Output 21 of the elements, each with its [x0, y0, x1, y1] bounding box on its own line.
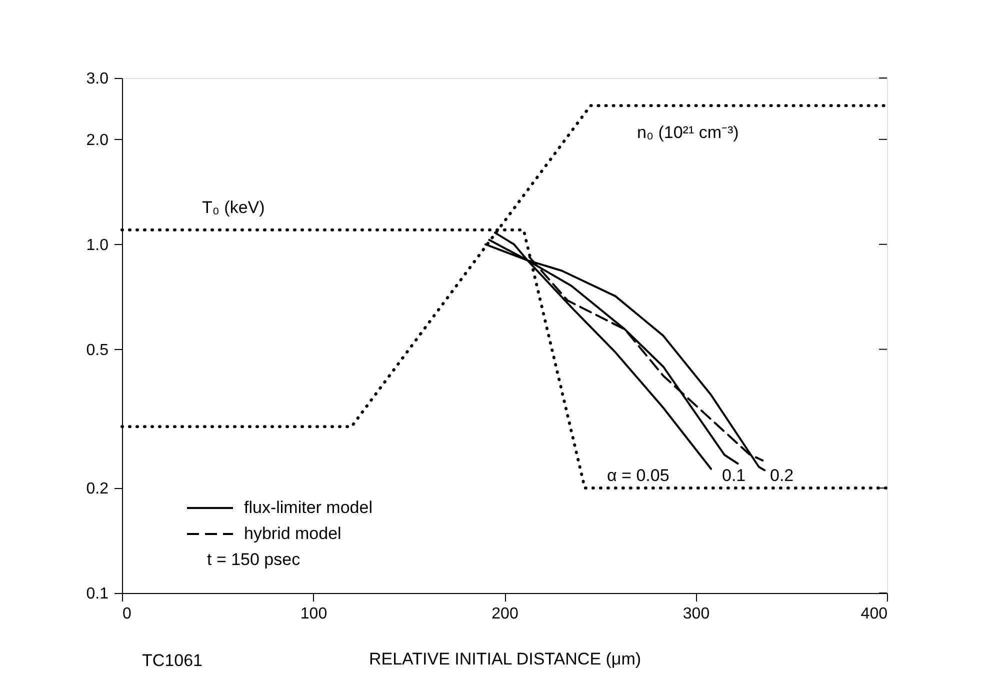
y-tick-label: 2.0 [86, 132, 109, 149]
x-tick-label: 200 [492, 606, 518, 622]
y-tick-label: 0.2 [86, 480, 109, 498]
annotation: T₀ (keV) [202, 198, 265, 217]
y-tick-label: 3.0 [86, 70, 109, 88]
x-tick-label: 300 [682, 606, 710, 622]
x-axis-title: RELATIVE INITIAL DISTANCE (μm) [368, 650, 642, 668]
legend-label: flux-limiter model [244, 498, 372, 517]
annotation: α = 0.05 [607, 466, 670, 485]
annotation: t = 150 psec [207, 550, 301, 569]
legend-label: hybrid model [244, 524, 342, 543]
y-tick-label: 0.5 [86, 342, 109, 359]
annotation: 0.2 [770, 466, 794, 485]
text: TC1061 [142, 651, 202, 670]
x-tick-label: 0 [122, 606, 132, 622]
x-tick-label: 400 [860, 606, 888, 622]
annotation: n₀ (10²¹ cm⁻³) [637, 123, 739, 142]
x-tick-label: 100 [300, 606, 328, 622]
annotation: 0.1 [722, 466, 746, 485]
y-tick-label: 0.1 [86, 586, 109, 602]
y-tick-label: 1.0 [86, 236, 109, 254]
